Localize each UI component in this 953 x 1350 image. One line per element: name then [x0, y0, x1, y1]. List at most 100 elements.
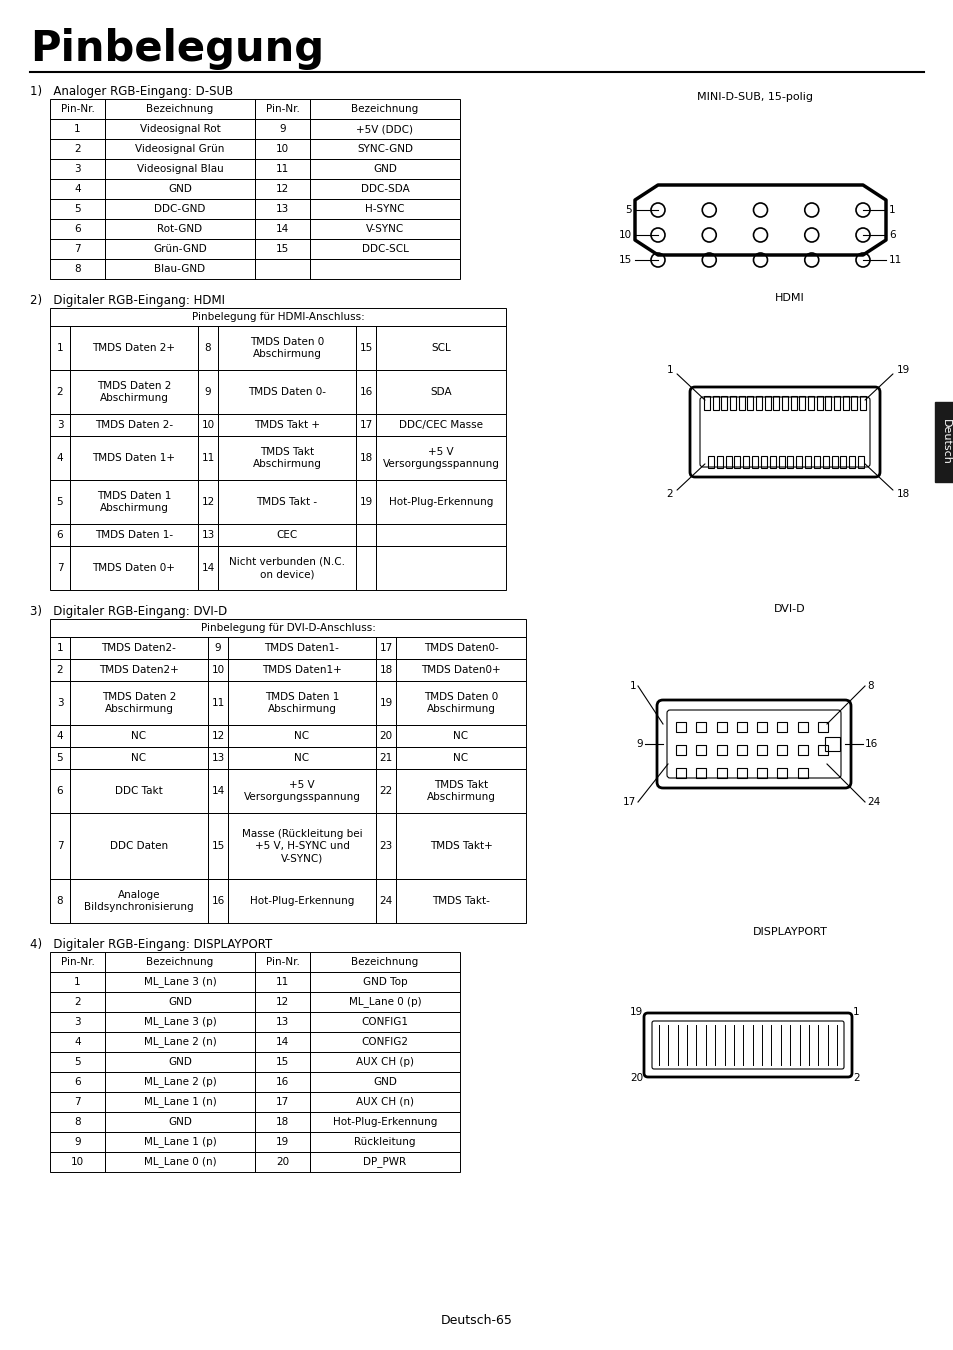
Text: TMDS Takt-: TMDS Takt-	[432, 896, 490, 906]
Bar	[716, 722, 726, 732]
Text: 1: 1	[74, 977, 81, 987]
Text: 4: 4	[74, 1037, 81, 1048]
Bar	[355, 370, 375, 414]
Bar	[742, 456, 748, 468]
Bar	[310, 198, 459, 219]
Bar	[310, 1052, 459, 1072]
Text: 1: 1	[56, 643, 63, 653]
Bar	[310, 159, 459, 180]
Bar	[198, 325, 218, 370]
Bar	[310, 1072, 459, 1092]
Text: TMDS Daten 1
Abschirmung: TMDS Daten 1 Abschirmung	[96, 491, 171, 513]
Bar	[773, 396, 779, 410]
Text: Pin-Nr.: Pin-Nr.	[265, 104, 299, 113]
Text: ML_Lane 0 (n): ML_Lane 0 (n)	[144, 1157, 216, 1168]
Bar	[50, 308, 505, 325]
Bar	[310, 952, 459, 972]
Bar	[50, 620, 525, 637]
Text: Pin-Nr.: Pin-Nr.	[265, 957, 299, 967]
Text: TMDS Takt
Abschirmung: TMDS Takt Abschirmung	[426, 780, 495, 802]
Bar	[310, 992, 459, 1012]
Bar	[50, 180, 105, 198]
Text: Deutsch: Deutsch	[940, 418, 950, 464]
Bar	[395, 769, 525, 813]
Text: DISPLAYPORT: DISPLAYPORT	[752, 927, 826, 937]
Bar	[850, 396, 857, 410]
Text: 11: 11	[275, 163, 289, 174]
Bar	[105, 99, 254, 119]
Bar	[355, 414, 375, 436]
Bar	[50, 1012, 105, 1031]
Bar	[50, 769, 70, 813]
Text: TMDS Takt +: TMDS Takt +	[253, 420, 319, 431]
Bar	[70, 637, 208, 659]
Bar	[228, 637, 375, 659]
Text: HDMI: HDMI	[774, 293, 804, 302]
Bar	[254, 159, 310, 180]
Bar	[208, 813, 228, 879]
Bar	[310, 1092, 459, 1112]
Text: ML_Lane 2 (n): ML_Lane 2 (n)	[144, 1037, 216, 1048]
Bar	[707, 456, 713, 468]
Bar	[716, 456, 722, 468]
Bar	[218, 524, 355, 545]
Text: TMDS Daten 2
Abschirmung: TMDS Daten 2 Abschirmung	[96, 381, 171, 404]
Bar	[751, 456, 758, 468]
Bar	[254, 1112, 310, 1133]
Bar	[70, 436, 198, 481]
Bar	[833, 396, 840, 410]
Bar	[70, 370, 198, 414]
Bar	[50, 159, 105, 180]
Bar	[50, 139, 105, 159]
Bar	[105, 219, 254, 239]
Text: Masse (Rückleitung bei
+5 V, H-SYNC und
V-SYNC): Masse (Rückleitung bei +5 V, H-SYNC und …	[241, 829, 362, 864]
Bar	[70, 325, 198, 370]
Bar	[703, 396, 709, 410]
Text: 16: 16	[212, 896, 224, 906]
Bar	[50, 99, 105, 119]
Text: 10: 10	[618, 230, 631, 240]
Bar	[310, 219, 459, 239]
Text: 4: 4	[74, 184, 81, 194]
Bar	[50, 436, 70, 481]
Text: TMDS Daten 2+: TMDS Daten 2+	[92, 343, 175, 352]
Bar	[859, 396, 865, 410]
Bar	[696, 722, 705, 732]
Text: SYNC-GND: SYNC-GND	[356, 144, 413, 154]
Bar	[105, 1112, 254, 1133]
Bar	[375, 524, 505, 545]
Text: +5 V
Versorgungsspannung: +5 V Versorgungsspannung	[382, 447, 499, 470]
Bar	[208, 879, 228, 923]
Bar	[50, 219, 105, 239]
Bar	[50, 1152, 105, 1172]
Text: 8: 8	[866, 680, 873, 691]
Bar	[755, 396, 761, 410]
Bar	[375, 725, 395, 747]
Text: 16: 16	[359, 387, 373, 397]
Text: 21: 21	[379, 753, 393, 763]
Text: 12: 12	[275, 998, 289, 1007]
Text: 5: 5	[56, 753, 63, 763]
Bar	[778, 456, 783, 468]
Text: 9: 9	[214, 643, 221, 653]
Text: 4: 4	[56, 454, 63, 463]
Bar	[799, 396, 804, 410]
Text: 7: 7	[74, 1098, 81, 1107]
Text: TMDS Daten 1+: TMDS Daten 1+	[92, 454, 175, 463]
Bar	[228, 769, 375, 813]
Bar	[208, 725, 228, 747]
Text: 2: 2	[74, 998, 81, 1007]
Text: ML_Lane 2 (p): ML_Lane 2 (p)	[144, 1076, 216, 1088]
Text: 2: 2	[56, 666, 63, 675]
Bar	[375, 325, 505, 370]
Bar	[105, 1031, 254, 1052]
Text: Grün-GND: Grün-GND	[153, 244, 207, 254]
Text: 2: 2	[852, 1073, 859, 1083]
Bar	[676, 722, 685, 732]
Text: TMDS Daten1-: TMDS Daten1-	[264, 643, 339, 653]
Text: 14: 14	[212, 786, 224, 796]
Text: 1: 1	[852, 1007, 859, 1017]
Text: 3: 3	[56, 698, 63, 707]
Text: 5: 5	[74, 204, 81, 215]
Bar	[198, 414, 218, 436]
